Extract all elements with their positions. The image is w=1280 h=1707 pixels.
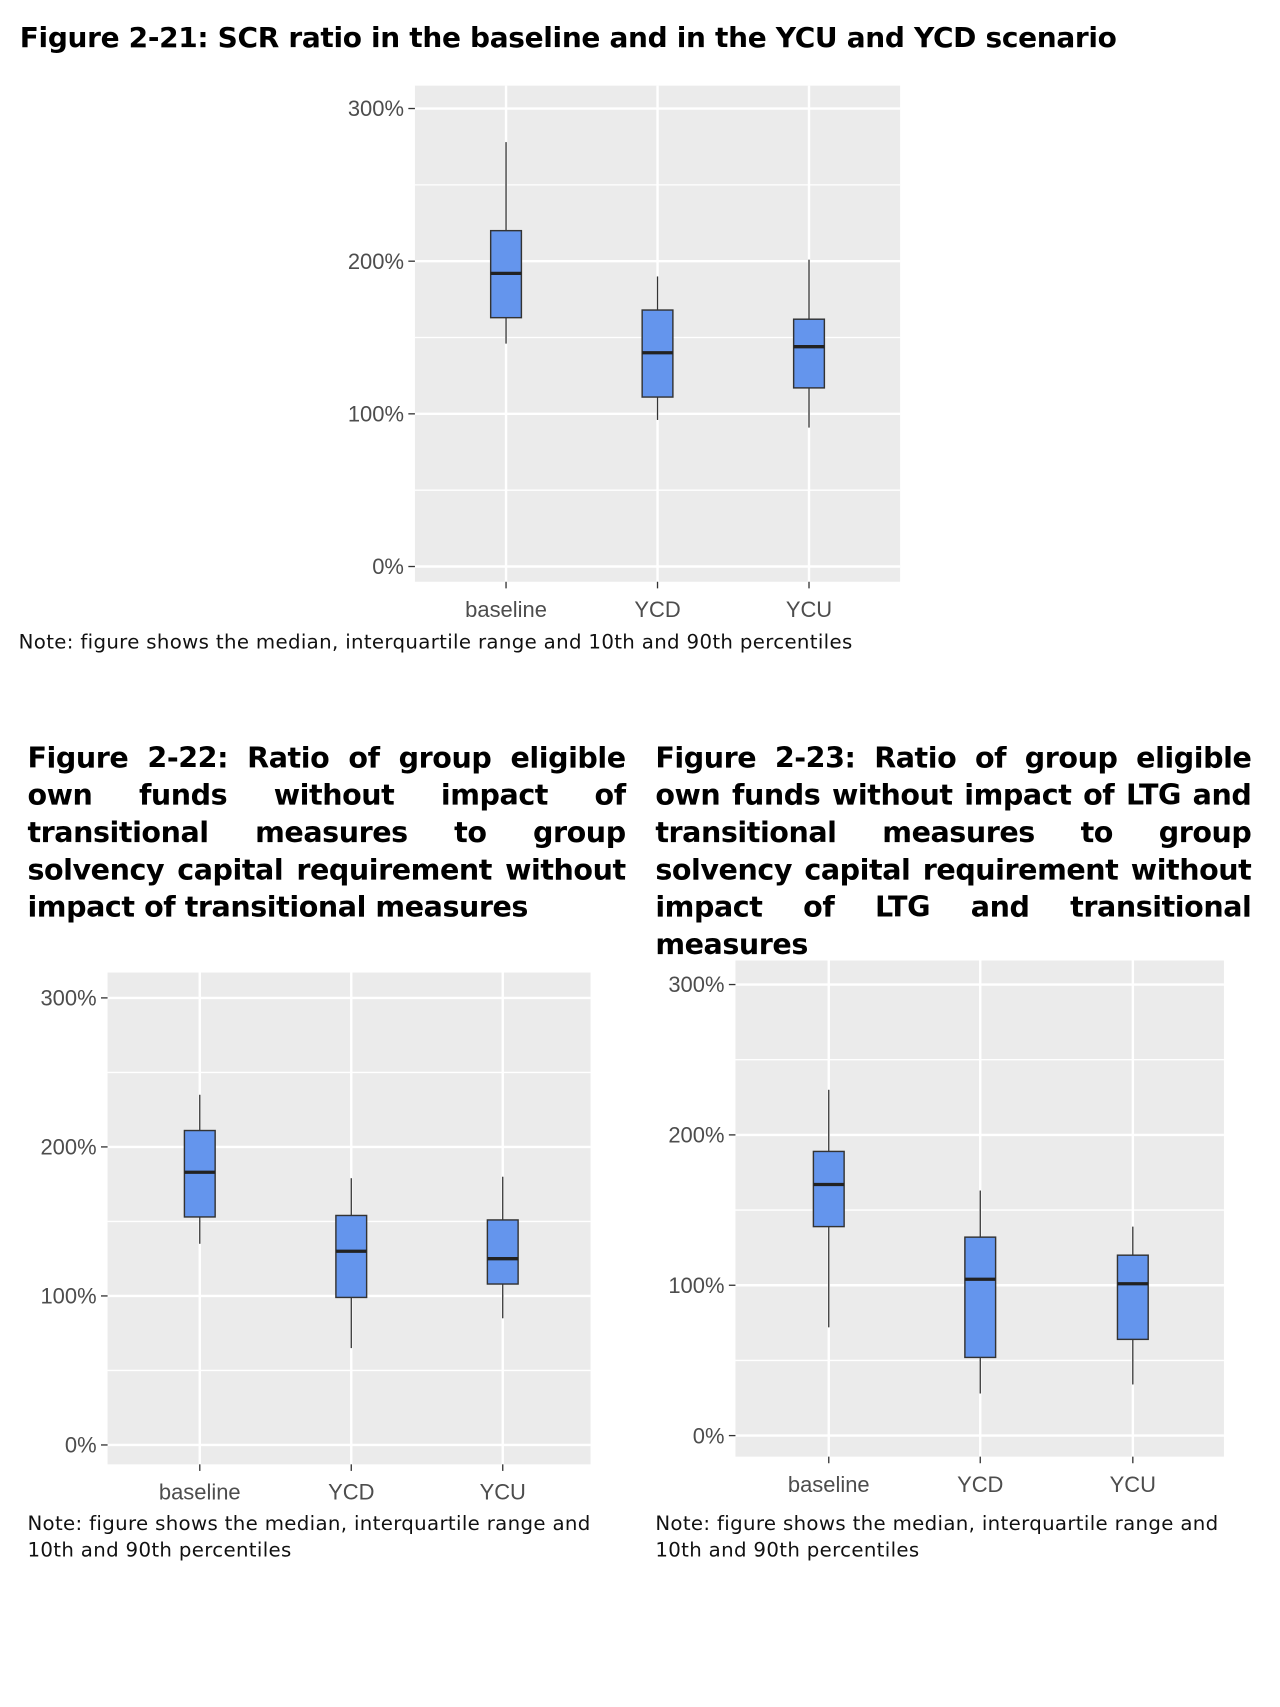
y-tick-label: 0% bbox=[65, 1433, 97, 1458]
x-tick-label: YCU bbox=[480, 1479, 526, 1504]
y-tick-label: 100% bbox=[668, 1273, 724, 1298]
y-tick-label: 300% bbox=[348, 96, 404, 121]
x-tick-label: YCD bbox=[957, 1472, 1003, 1497]
iqr-box bbox=[486, 1219, 519, 1285]
figure-2-23-note: Note: figure shows the median, interquar… bbox=[655, 1512, 1219, 1563]
y-tick-label: 200% bbox=[668, 1123, 724, 1148]
x-tick-label: baseline bbox=[465, 597, 547, 622]
iqr-box bbox=[812, 1150, 845, 1228]
y-tick-label: 200% bbox=[40, 1135, 96, 1160]
iqr-box bbox=[964, 1236, 997, 1359]
x-tick-label: YCD bbox=[634, 597, 680, 622]
x-tick-label: YCD bbox=[328, 1479, 374, 1504]
y-tick-label: 200% bbox=[348, 249, 404, 274]
x-tick-label: YCU bbox=[1110, 1472, 1156, 1497]
x-tick-label: baseline bbox=[159, 1479, 241, 1504]
x-tick-label: YCU bbox=[786, 597, 832, 622]
y-tick-label: 0% bbox=[372, 554, 404, 579]
figure-2-22-note: Note: figure shows the median, interquar… bbox=[27, 1512, 591, 1563]
y-tick-label: 100% bbox=[348, 402, 404, 427]
figure-2-21-note: Note: figure shows the median, interquar… bbox=[18, 631, 853, 655]
x-tick-label: baseline bbox=[788, 1472, 870, 1497]
iqr-box bbox=[792, 318, 826, 389]
figure-2-23-title: Figure 2-23: Ratio of group eligible own… bbox=[655, 742, 1252, 962]
iqr-box bbox=[335, 1214, 368, 1299]
y-tick-label: 100% bbox=[40, 1284, 96, 1309]
iqr-box bbox=[1116, 1254, 1149, 1341]
y-tick-label: 300% bbox=[668, 972, 724, 997]
figure-2-22-title: Figure 2-22: Ratio of group eligible own… bbox=[27, 742, 626, 925]
figure-2-21-title: Figure 2-21: SCR ratio in the baseline a… bbox=[19, 21, 1117, 55]
y-tick-label: 0% bbox=[693, 1423, 725, 1448]
y-tick-label: 300% bbox=[40, 986, 96, 1011]
